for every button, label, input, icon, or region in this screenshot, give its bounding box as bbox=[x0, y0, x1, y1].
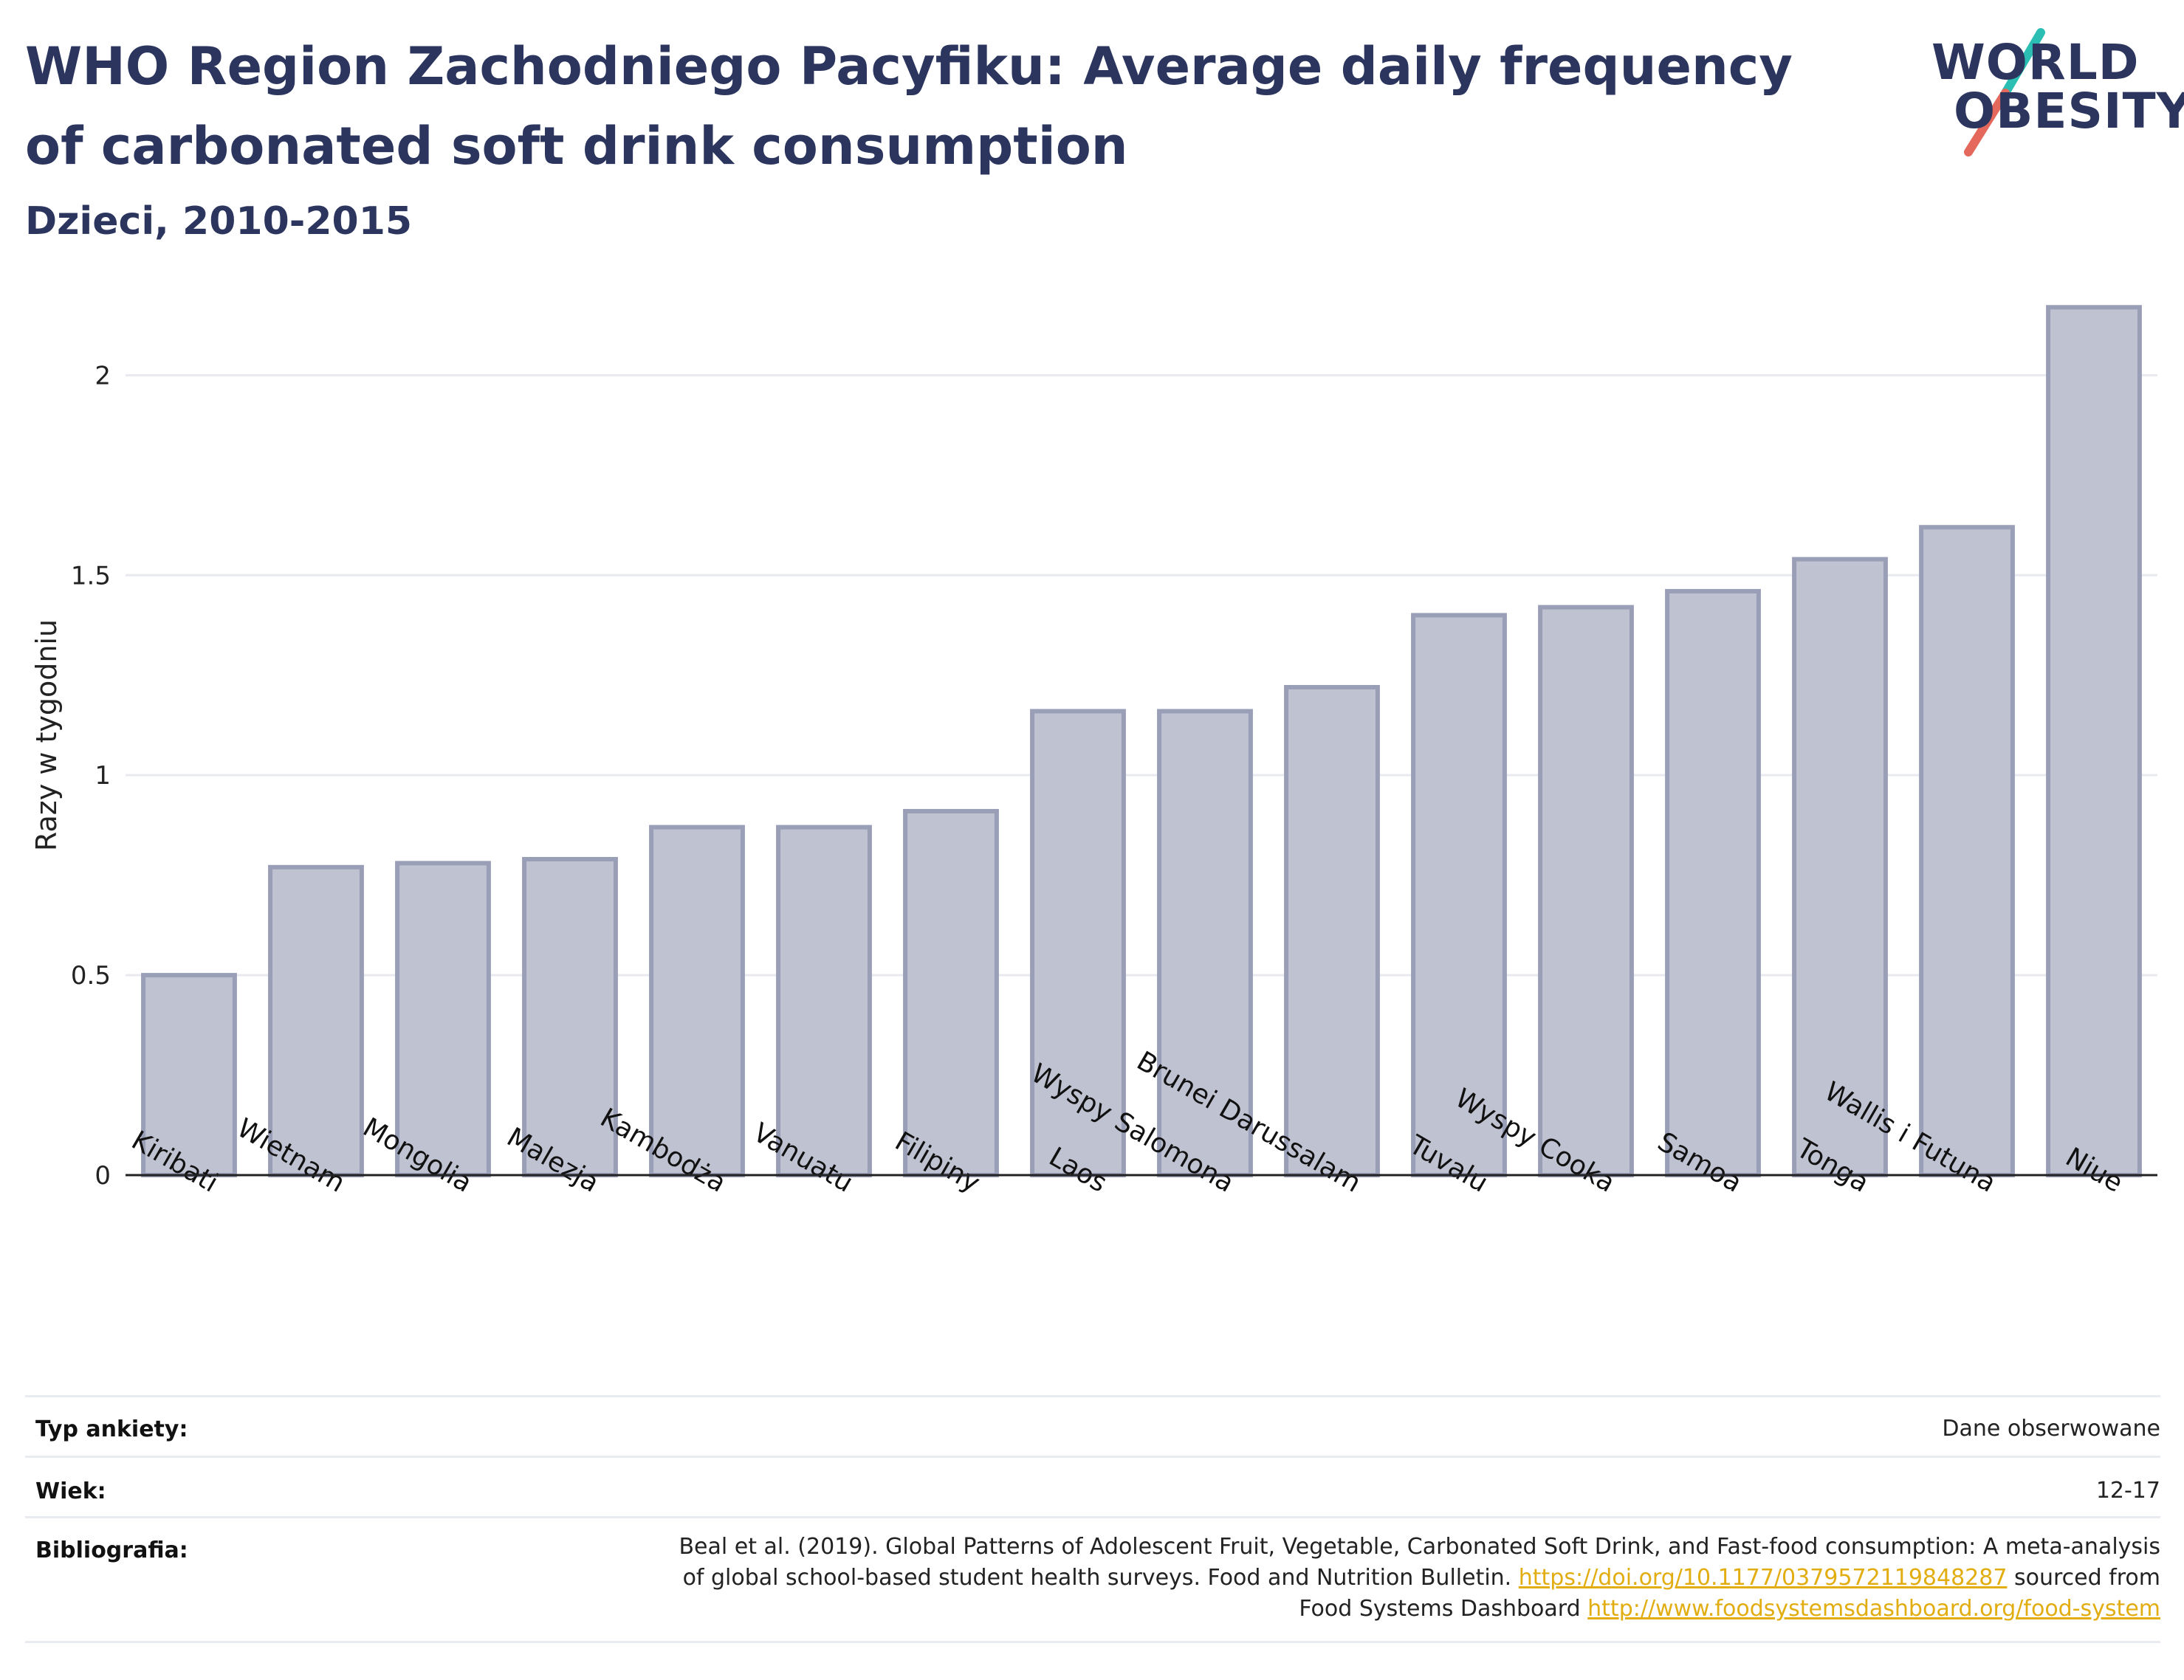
chart-subtitle: Dzieci, 2010-2015 bbox=[25, 199, 413, 244]
doi-link[interactable]: https://doi.org/10.1177/0379572119848287 bbox=[1518, 1565, 2008, 1591]
bar bbox=[1030, 709, 1126, 1177]
chart-title: WHO Region Zachodniego Pacyfiku: Average… bbox=[25, 36, 1793, 176]
bibliography-value: Beal et al. (2019). Global Patterns of A… bbox=[679, 1532, 2160, 1625]
bibliography-line-3: Food Systems Dashboard http://www.foodsy… bbox=[679, 1594, 2160, 1625]
bar bbox=[1919, 525, 2015, 1178]
y-axis-label: Razy w tygodniu bbox=[30, 619, 63, 851]
age-row: Wiek: 12-17 bbox=[25, 1456, 2160, 1518]
logo-line-1: WORLD bbox=[1931, 34, 2140, 91]
bibliography-row: Bibliografia: Beal et al. (2019). Global… bbox=[25, 1516, 2160, 1643]
y-tick-label: 1.5 bbox=[71, 561, 111, 591]
logo-slash-icon bbox=[1964, 28, 2045, 156]
y-tick-label: 0 bbox=[95, 1161, 111, 1191]
logo-line-2: OBESITY bbox=[1954, 83, 2184, 140]
info-table: Typ ankiety: Dane obserwowane Wiek: 12-1… bbox=[25, 1395, 2160, 1646]
survey-type-value: Dane obserwowane bbox=[1942, 1416, 2160, 1442]
bar bbox=[776, 824, 872, 1177]
bibliography-line-2-text: of global school-based student health su… bbox=[682, 1565, 1519, 1591]
bar bbox=[522, 856, 618, 1177]
bibliography-line-2-tail: sourced from bbox=[2007, 1565, 2160, 1591]
bar bbox=[649, 824, 745, 1177]
food-systems-link[interactable]: http://www.foodsystemsdashboard.org/food… bbox=[1587, 1596, 2160, 1622]
age-value: 12-17 bbox=[2095, 1478, 2160, 1504]
survey-type-label: Typ ankiety: bbox=[35, 1416, 188, 1442]
bar bbox=[268, 864, 364, 1177]
bar bbox=[1411, 613, 1507, 1178]
bar bbox=[1665, 588, 1761, 1178]
bar bbox=[1157, 709, 1253, 1177]
bibliography-label: Bibliografia: bbox=[35, 1538, 188, 1563]
y-tick-label: 0.5 bbox=[71, 961, 111, 991]
bar bbox=[395, 861, 491, 1178]
survey-type-row: Typ ankiety: Dane obserwowane bbox=[25, 1395, 2160, 1458]
bar bbox=[903, 808, 999, 1177]
bar bbox=[1284, 684, 1380, 1177]
world-obesity-logo: WORLD OBESITY bbox=[1927, 22, 2184, 156]
y-tick-label: 1 bbox=[95, 761, 111, 791]
bar bbox=[1538, 605, 1634, 1178]
bibliography-line-3-text: Food Systems Dashboard bbox=[1299, 1596, 1588, 1622]
age-label: Wiek: bbox=[35, 1478, 106, 1504]
bar bbox=[2046, 305, 2142, 1178]
bar bbox=[1792, 557, 1888, 1178]
y-tick-label: 2 bbox=[95, 361, 111, 390]
bibliography-line-1: Beal et al. (2019). Global Patterns of A… bbox=[679, 1534, 2160, 1560]
bibliography-line-2: of global school-based student health su… bbox=[679, 1563, 2160, 1594]
